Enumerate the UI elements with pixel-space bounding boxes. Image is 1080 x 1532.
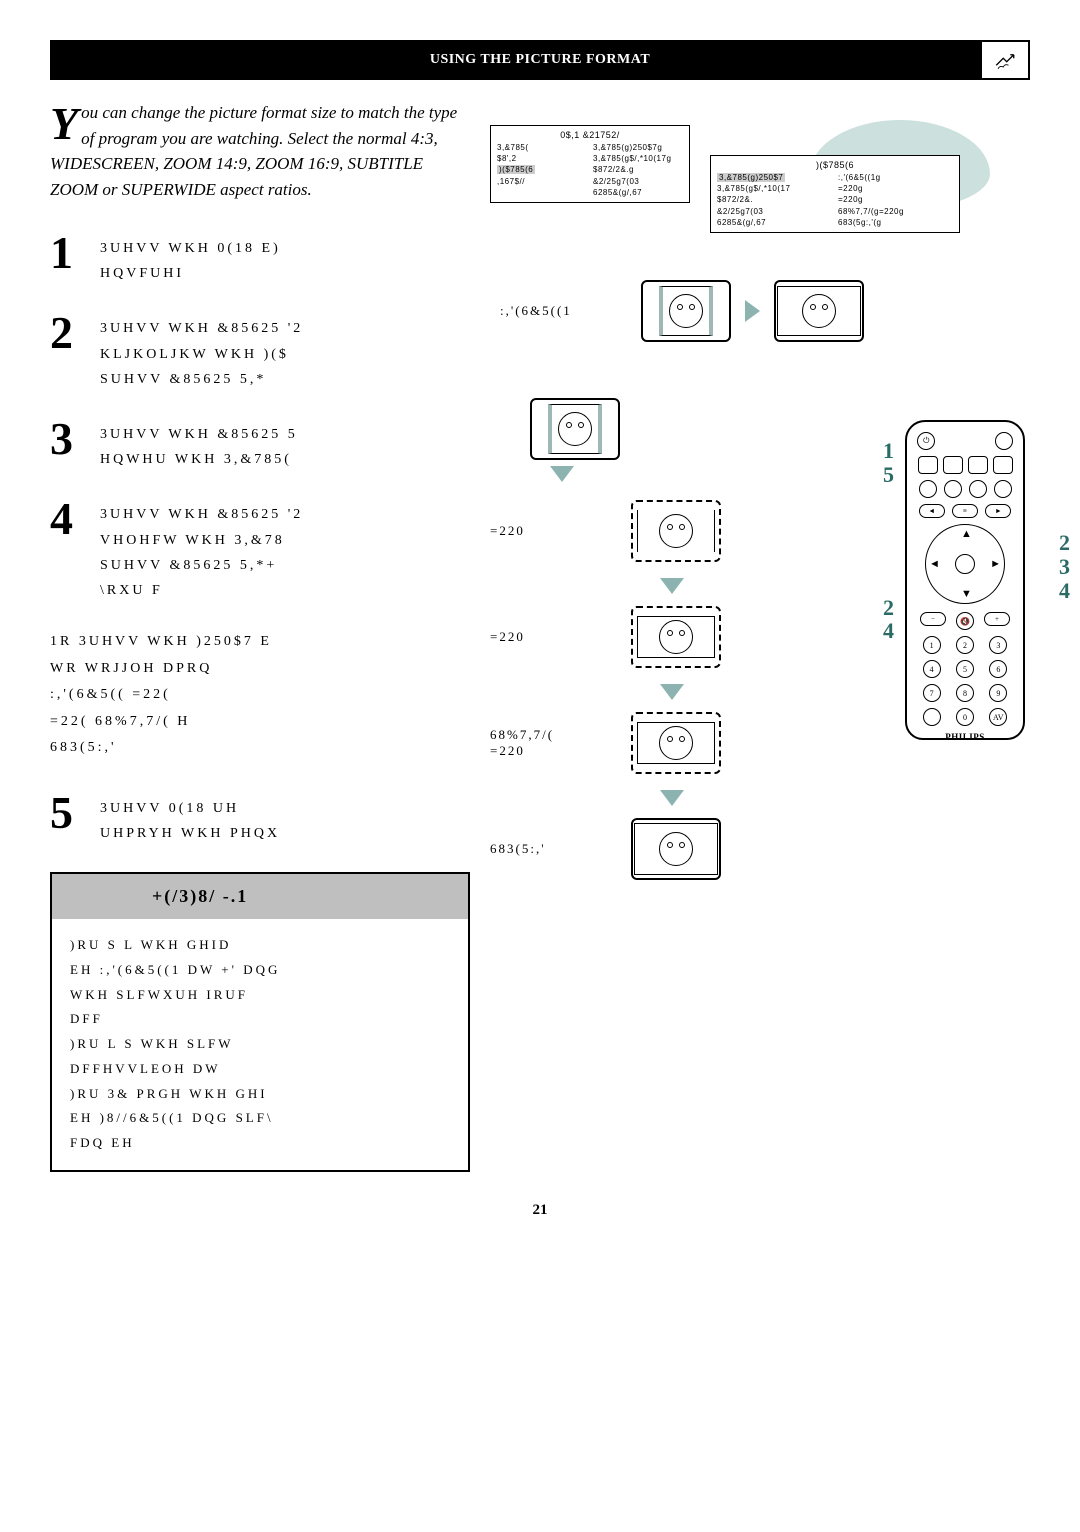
keypad-button[interactable]: 3 [989, 636, 1007, 654]
step-number: 4 [50, 498, 82, 539]
tv-wide-icon [774, 280, 864, 342]
hint-body: )RU S L WKH GHIDEH :,'(6&5((1 DW +' DQGW… [52, 919, 468, 1169]
step: 4 3UHVV WKH &85625 '2VHOHFW WKH 3,&78SUHV… [50, 498, 470, 603]
format-label: :,'(6&5((1 [500, 303, 625, 319]
keypad-button[interactable]: 8 [956, 684, 974, 702]
menu-diagram: 0$,1 &21752/ 3,&785($8',2)($785(6,167$//… [460, 100, 980, 260]
step-text: 3UHVV WKH &85625 5HQWHU WKH 3,&785( [100, 418, 298, 472]
callout-3: 3 [1059, 554, 1070, 580]
keypad-button[interactable]: 5 [956, 660, 974, 678]
step-number: 3 [50, 418, 82, 459]
step-text: 3UHVV 0(18 UHUHPRYH WKH PHQX [100, 792, 280, 846]
tv-dashed-icon [631, 500, 721, 562]
brand-label: PHILIPS [915, 732, 1015, 742]
keypad-button[interactable]: AV [989, 708, 1007, 726]
step-5: 5 3UHVV 0(18 UHUHPRYH WKH PHQX [50, 792, 470, 846]
dpad[interactable]: ▲▼◄► [925, 524, 1005, 604]
step-number: 5 [50, 792, 82, 833]
keypad-button[interactable]: 1 [923, 636, 941, 654]
dropcap: Y [50, 104, 78, 143]
power-button[interactable]: ⏻ [917, 432, 935, 450]
step: 3 3UHVV WKH &85625 5HQWHU WKH 3,&785( [50, 418, 470, 472]
tv-icon [530, 398, 620, 460]
callout-4: 4 [883, 618, 894, 644]
header-title: USING THE PICTURE FORMAT [430, 52, 650, 68]
tv-dashed-icon [631, 712, 721, 774]
arrow-down-icon [660, 790, 684, 806]
step: 1 3UHVV WKH 0(18 E)HQVFUHI [50, 232, 470, 286]
hand-icon [980, 40, 1030, 80]
aux-button[interactable] [995, 432, 1013, 450]
intro-text: You can change the picture format size t… [50, 100, 470, 202]
hint-box: +(/3)8/ -.1 )RU S L WKH GHIDEH :,'(6&5((… [50, 872, 470, 1171]
keypad-button[interactable]: 7 [923, 684, 941, 702]
tv-icon [631, 818, 721, 880]
sub-menu-box: )($785(6 3,&785(g)250$73,&785(g$/,*10(17… [710, 155, 960, 233]
callout-5: 5 [883, 462, 894, 488]
menu-button[interactable]: ≡ [952, 504, 978, 518]
step-number: 1 [50, 232, 82, 273]
arrow-down-icon [660, 578, 684, 594]
tv-43-icon [641, 280, 731, 342]
arrow-down-icon [660, 684, 684, 700]
intro-body: ou can change the picture format size to… [50, 103, 457, 199]
step-text: 3UHVV WKH &85625 '2KLJKOLJKW WKH )($SUHV… [100, 312, 303, 392]
step-text: 3UHVV WKH &85625 '2VHOHFW WKH 3,&78SUHVV… [100, 498, 303, 603]
callout-2: 2 [1059, 530, 1070, 556]
header-bar: USING THE PICTURE FORMAT [50, 40, 1030, 80]
tv-dashed-icon [631, 606, 721, 668]
remote-control: 1 5 2 4 2 3 4 ⏻ ◄≡► ▲▼◄► −🔇+ 1234 [905, 420, 1050, 740]
keypad-button[interactable]: 9 [989, 684, 1007, 702]
arrow-right-icon [745, 300, 760, 322]
keypad-button[interactable]: 4 [923, 660, 941, 678]
step-text: 3UHVV WKH 0(18 E)HQVFUHI [100, 232, 281, 286]
arrow-down-icon [550, 466, 574, 482]
note-block: 1R 3UHVV WKH )250$7 E WR WRJJOH DPRQ :,'… [50, 629, 470, 762]
page-number: 21 [50, 1202, 1030, 1219]
format-superwide: 683(5:,' [490, 818, 1030, 880]
hint-title: +(/3)8/ -.1 [52, 874, 468, 919]
step-number: 2 [50, 312, 82, 353]
keypad-button[interactable]: 0 [956, 708, 974, 726]
step: 2 3UHVV WKH &85625 '2KLJKOLJKW WKH )($SUH… [50, 312, 470, 392]
keypad-button[interactable] [923, 708, 941, 726]
keypad-button[interactable]: 2 [956, 636, 974, 654]
keypad-button[interactable]: 6 [989, 660, 1007, 678]
callout-4: 4 [1059, 578, 1070, 604]
callout-1: 1 [883, 438, 894, 464]
main-menu-box: 0$,1 &21752/ 3,&785($8',2)($785(6,167$//… [490, 125, 690, 203]
format-widescreen-row: :,'(6&5((1 [500, 280, 1030, 342]
